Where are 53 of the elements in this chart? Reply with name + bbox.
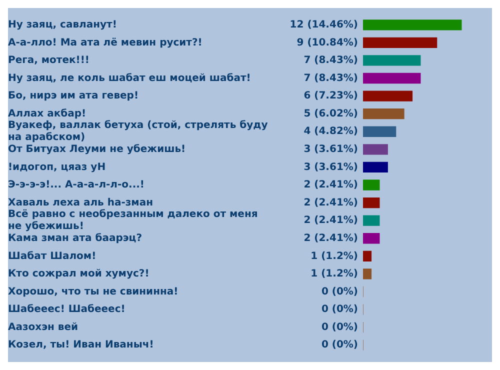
bar xyxy=(363,90,413,102)
data-label: 0 (0%) xyxy=(321,304,358,316)
data-label: 0 (0%) xyxy=(321,340,358,351)
bar xyxy=(363,144,388,155)
y-tick-label: Всё равно с необрезанным далеко от меня не убежишь! xyxy=(8,209,258,232)
data-label: 7 (8.43%) xyxy=(304,72,358,84)
y-tick-label: Э-э-э-э!... А-а-а-л-л-о...! xyxy=(8,180,144,191)
bar xyxy=(363,37,438,48)
bar xyxy=(363,180,380,190)
bar xyxy=(363,162,388,173)
data-label: 9 (10.84%) xyxy=(296,37,358,48)
y-tick-label: Рега, мотек!!! xyxy=(8,55,90,66)
y-tick-label: Кама зман ата баарэц? xyxy=(8,232,142,244)
y-tick-label: Шабат Шалом! xyxy=(8,250,96,262)
bar xyxy=(363,108,404,120)
y-tick-label: Ну заяц, ле коль шабат еш моцей шабат! xyxy=(8,72,251,84)
data-label: 7 (8.43%) xyxy=(304,55,358,66)
data-label: 2 (2.41%) xyxy=(304,180,358,191)
data-label: 4 (4.82%) xyxy=(304,126,358,138)
data-label: 3 (3.61%) xyxy=(304,144,358,156)
y-tick-label: От Битуах Леуми не убежишь! xyxy=(8,144,186,156)
y-tick-label: Кто сожрал мой хумус?! xyxy=(8,268,150,280)
bar xyxy=(363,20,462,30)
y-tick-label: Хорошо, что ты не свининна! xyxy=(8,286,178,298)
data-label: 5 (6.02%) xyxy=(304,108,358,120)
data-label: 3 (3.61%) xyxy=(304,162,358,173)
bar xyxy=(363,55,421,66)
y-tick-label: Вуакеф, валлак бетуха (стой, стрелять буду на арабском) xyxy=(8,120,268,144)
bar xyxy=(363,233,380,244)
data-label: 0 (0%) xyxy=(321,286,358,298)
y-tick-label: Хаваль леха аль hа-зман xyxy=(8,197,154,208)
bar xyxy=(363,197,380,208)
y-tick-label: Бо, нирэ им ата гевер! xyxy=(8,90,139,102)
data-label: 6 (7.23%) xyxy=(304,90,358,102)
y-tick-label: Шабееес! Шабееес! xyxy=(8,304,126,316)
y-tick-label: Аллах акбар! xyxy=(8,108,86,120)
data-label: 2 (2.41%) xyxy=(304,232,358,244)
y-tick-label: Ну заяц, савланут! xyxy=(8,19,117,30)
data-label: 1 (1.2%) xyxy=(310,250,358,262)
bar xyxy=(363,215,380,226)
y-tick-label: Козел, ты! Иван Иваныч! xyxy=(8,340,154,351)
bar xyxy=(363,72,421,84)
data-label: 2 (2.41%) xyxy=(304,197,358,208)
data-label: 12 (14.46%) xyxy=(290,19,358,30)
data-label: 0 (0%) xyxy=(321,322,358,333)
data-label: 2 (2.41%) xyxy=(304,215,358,226)
y-tick-label: А-а-лло! Ма ата лё мевин русит?! xyxy=(8,37,202,48)
data-label: 1 (1.2%) xyxy=(310,268,358,280)
y-tick-label: Аазохэн вей xyxy=(8,322,78,333)
y-tick-label: !идогоп, цяаз уН xyxy=(8,162,106,173)
bar xyxy=(363,268,372,280)
bar xyxy=(363,126,396,137)
bar xyxy=(363,250,372,262)
